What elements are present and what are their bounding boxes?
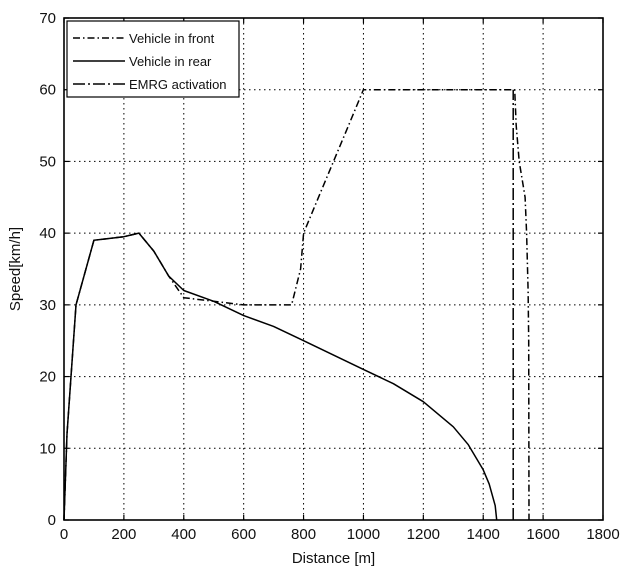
x-tick-label: 200 <box>111 526 136 543</box>
x-tick-label: 1600 <box>526 526 559 543</box>
series-layer <box>63 88 530 521</box>
x-tick-label: 600 <box>231 526 256 543</box>
y-tick-label: 50 <box>39 153 56 170</box>
grid <box>64 18 603 520</box>
y-axis-label: Speed[km/h] <box>7 227 24 311</box>
x-tick-label: 1800 <box>586 526 619 543</box>
axis-ticks: 0 200 400 600 800 1000 1200 1400 1600 1800 0 10 20 30… <box>39 10 619 543</box>
plot-frame <box>63 17 604 521</box>
legend: Vehicle in front Vehicle in rear EMRG ac… <box>66 20 240 98</box>
legend-label-emrg-activation: EMRG activation <box>129 77 227 92</box>
legend-label-vehicle-in-rear: Vehicle in rear <box>129 54 212 69</box>
y-tick-label: 10 <box>39 440 56 457</box>
series-line-0 <box>63 88 530 521</box>
x-axis-label: Distance [m] <box>292 550 375 567</box>
x-tick-label: 1000 <box>347 526 380 543</box>
legend-label-vehicle-in-front: Vehicle in front <box>129 31 215 46</box>
x-tick-label: 1200 <box>407 526 440 543</box>
x-tick-label: 0 <box>60 526 68 543</box>
series-line-1 <box>63 232 498 521</box>
y-tick-label: 70 <box>39 10 56 27</box>
y-tick-label: 0 <box>48 512 56 529</box>
x-tick-label: 800 <box>291 526 316 543</box>
x-tick-label: 400 <box>171 526 196 543</box>
x-tick-label: 1400 <box>467 526 500 543</box>
y-tick-label: 40 <box>39 225 56 242</box>
y-tick-label: 60 <box>39 82 56 99</box>
y-tick-label: 20 <box>39 369 56 386</box>
y-tick-label: 30 <box>39 297 56 314</box>
